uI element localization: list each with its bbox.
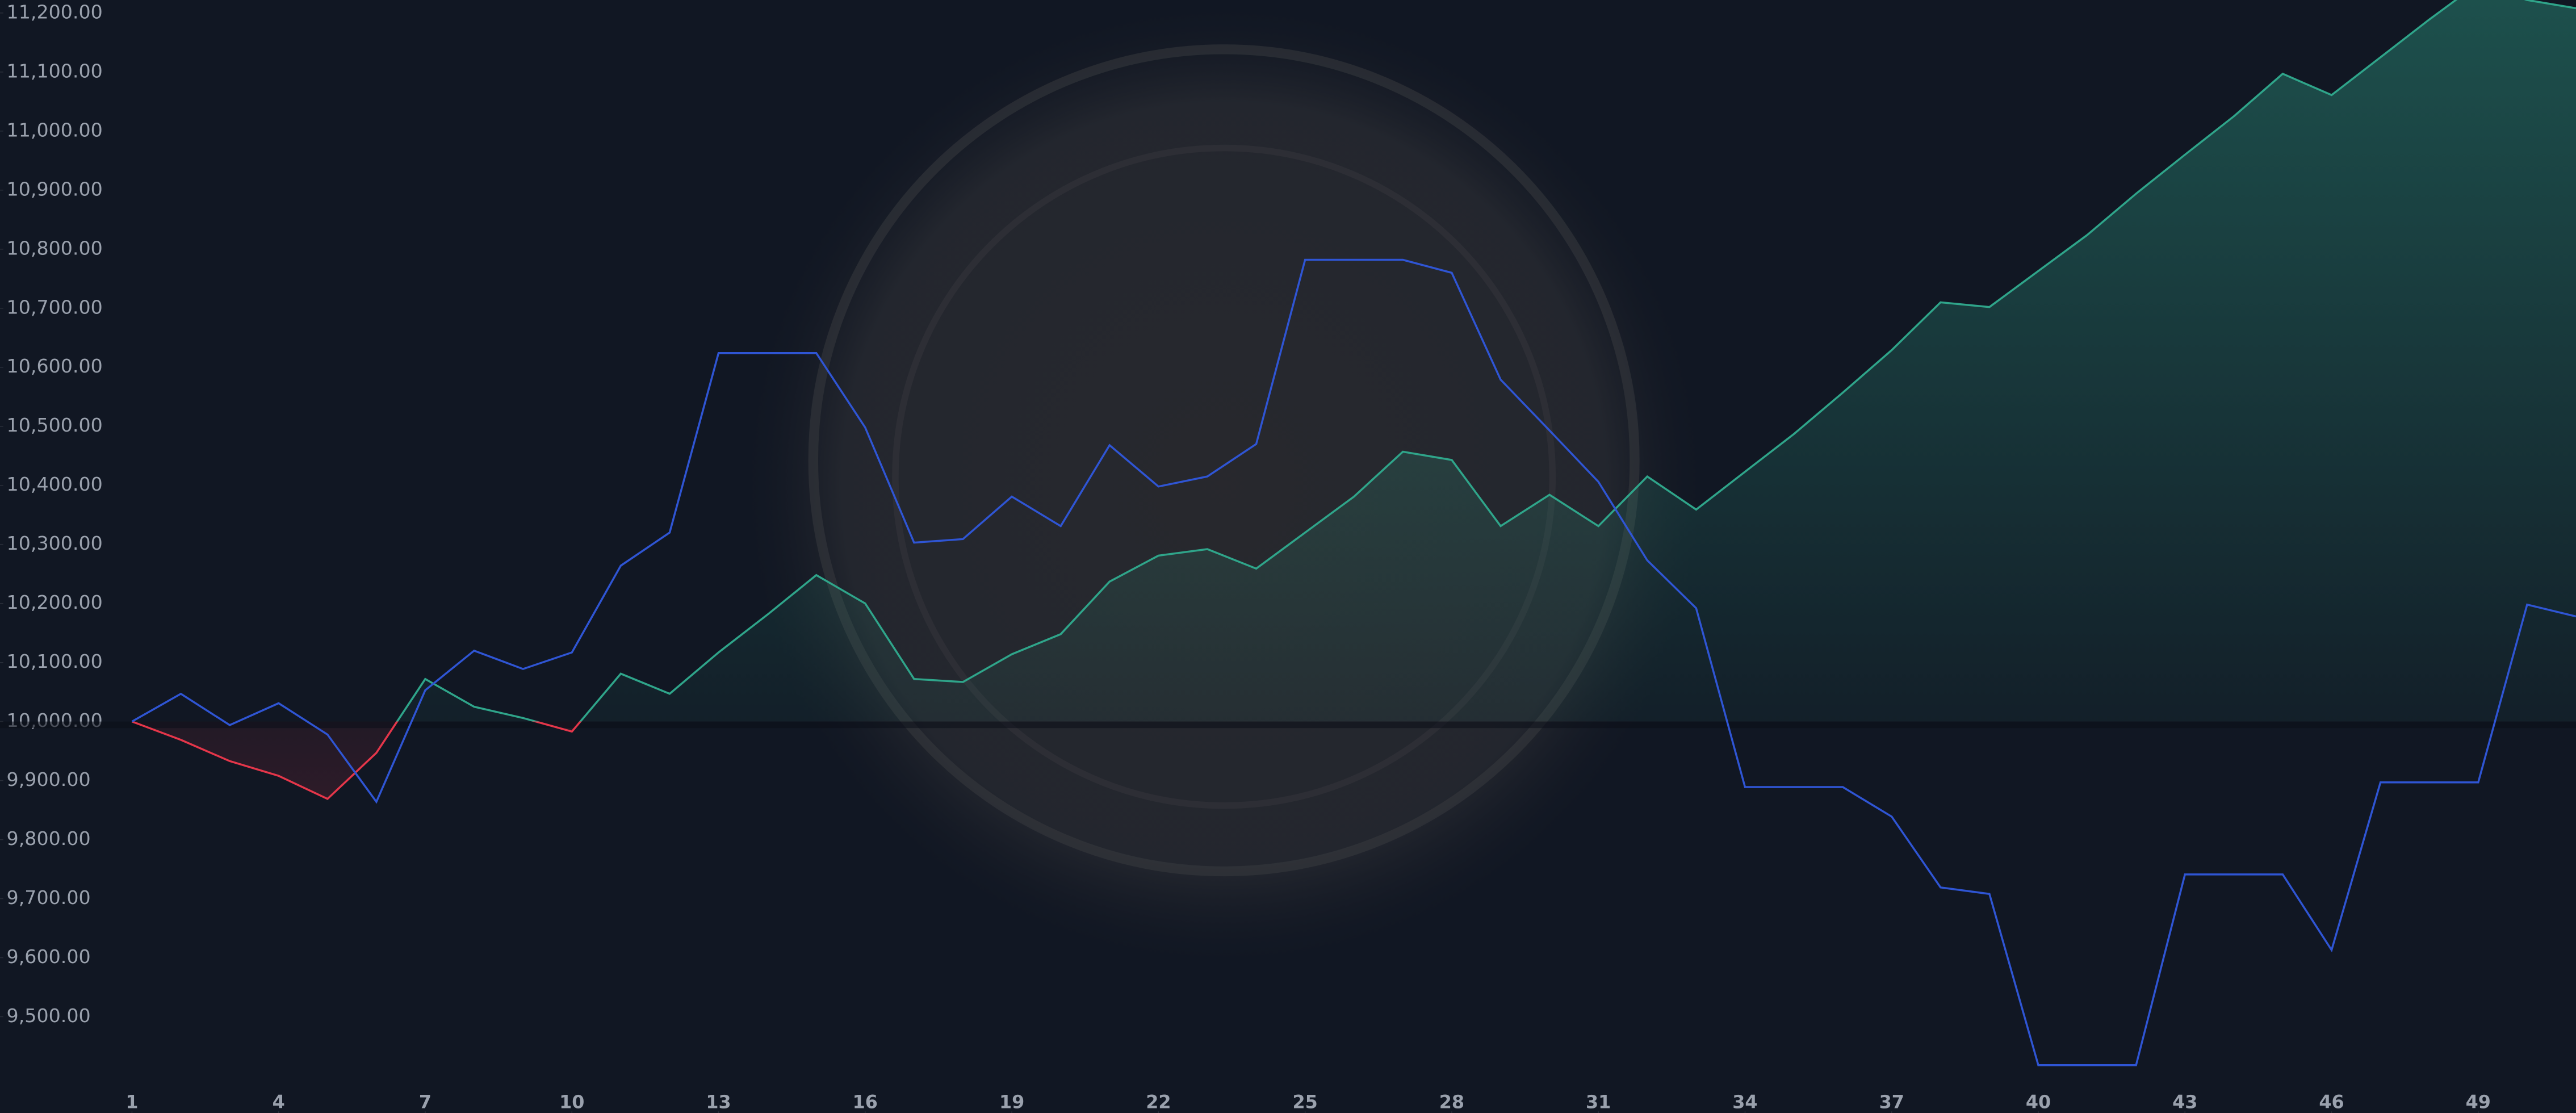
x-tick-label: 31 — [1586, 1091, 1611, 1113]
y-tick-label: 9,700.00 — [7, 886, 91, 909]
x-tick-label: 28 — [1439, 1091, 1464, 1113]
x-tick-label: 40 — [2026, 1091, 2051, 1113]
x-tick-label: 43 — [2172, 1091, 2197, 1113]
x-tick-label: 37 — [1879, 1091, 1904, 1113]
y-tick-label: 10,100.00 — [7, 650, 103, 672]
y-tick-label: 10,400.00 — [7, 473, 103, 495]
x-tick-label: 13 — [706, 1091, 731, 1113]
x-tick-label: 1 — [125, 1091, 138, 1113]
x-tick-label: 16 — [853, 1091, 878, 1113]
y-tick-label: 9,800.00 — [7, 827, 91, 850]
line — [131, 258, 2576, 1066]
y-tick-label: 10,000.00 — [7, 709, 103, 731]
x-tick-label: 22 — [1146, 1091, 1171, 1113]
y-tick-label: 11,100.00 — [7, 60, 103, 82]
line — [131, 0, 2576, 800]
y-tick-label: 10,200.00 — [7, 591, 103, 613]
x-tick-label: 34 — [1732, 1091, 1757, 1113]
y-tick-label: 9,600.00 — [7, 945, 91, 968]
y-tick-label: 10,500.00 — [7, 414, 103, 436]
y-tick-label: 10,600.00 — [7, 355, 103, 377]
y-tick-label: 11,200.00 — [7, 1, 103, 23]
y-tick-label: 10,800.00 — [7, 237, 103, 259]
y-tick-label: 11,000.00 — [7, 119, 103, 141]
watermark-ring — [892, 144, 1556, 809]
y-tick-label: 10,700.00 — [7, 296, 103, 318]
x-tick-label: 4 — [273, 1091, 285, 1113]
x-tick-label: 25 — [1292, 1091, 1317, 1113]
x-tick-label: 10 — [559, 1091, 584, 1113]
baseline-band — [0, 721, 2576, 729]
x-tick-label: 19 — [999, 1091, 1024, 1113]
y-tick-label: 10,300.00 — [7, 532, 103, 554]
x-tick-label: 7 — [419, 1091, 432, 1113]
watermark-ring — [808, 44, 1640, 877]
x-tick-label: 46 — [2319, 1091, 2344, 1113]
y-tick-label: 9,900.00 — [7, 768, 91, 790]
baseline-area — [132, 0, 2576, 799]
y-tick-label: 10,900.00 — [7, 178, 103, 200]
y-tick-label: 9,500.00 — [7, 1005, 91, 1027]
x-tick-label: 49 — [2466, 1091, 2491, 1113]
